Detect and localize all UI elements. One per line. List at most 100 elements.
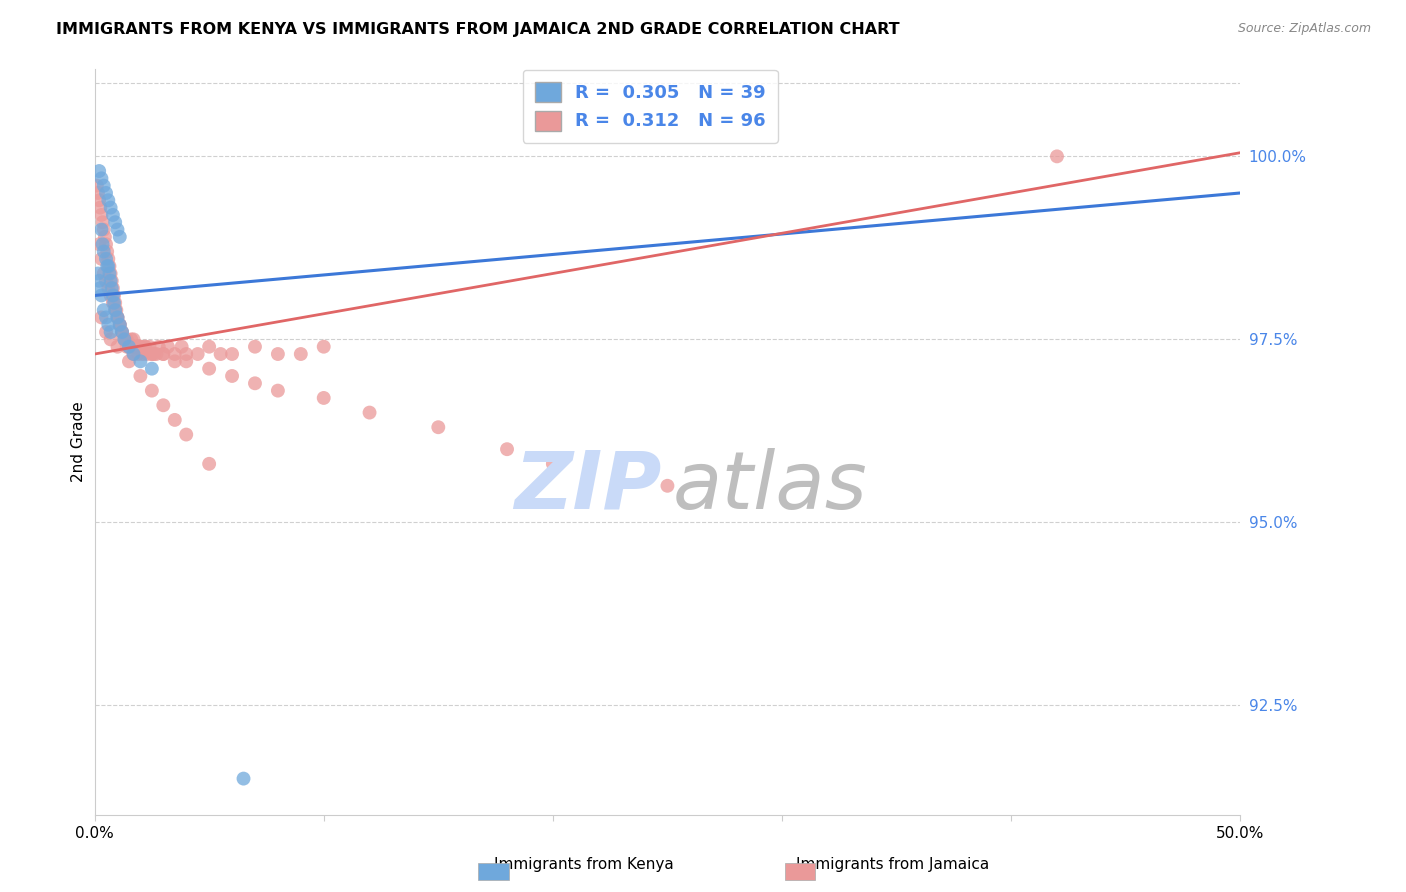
Point [108,318,131,332]
Point [125,340,148,354]
Text: Immigrants from Kenya: Immigrants from Kenya [494,857,673,872]
Point [103,295,125,310]
Y-axis label: 2nd Grade: 2nd Grade [72,401,86,483]
Point [89,194,111,208]
Point [100,288,122,302]
Point [129,369,152,384]
Text: Immigrants from Jamaica: Immigrants from Jamaica [796,857,990,872]
Point [97,281,120,295]
Point [141,384,163,398]
Point [104,215,127,229]
Point [243,340,266,354]
Point [111,325,134,339]
Point [115,340,138,354]
Point [100,281,122,295]
Point [89,201,111,215]
Point [105,303,128,318]
Text: atlas: atlas [673,448,868,525]
Point [141,361,163,376]
Point [267,347,290,361]
Point [163,354,186,368]
Point [93,267,115,281]
Point [111,325,134,339]
Point [86,178,108,193]
Point [103,288,125,302]
Point [174,427,197,442]
Point [290,347,312,361]
Point [131,347,153,361]
Point [108,318,131,332]
Point [107,310,129,325]
Point [104,303,127,318]
Point [97,252,120,266]
Point [198,457,221,471]
Point [134,340,156,354]
Point [198,340,221,354]
Point [96,244,118,259]
Text: ZIP: ZIP [515,448,662,525]
Point [89,281,111,295]
Point [141,347,163,361]
Point [90,252,112,266]
Point [122,347,145,361]
Point [111,325,134,339]
Point [112,332,135,346]
Point [221,347,243,361]
Point [541,457,564,471]
Point [107,340,129,354]
Point [93,244,115,259]
Point [134,340,156,354]
Point [112,332,135,346]
Point [101,288,124,302]
Point [93,222,115,236]
Point [89,164,111,178]
Point [118,340,141,354]
Point [107,310,129,325]
Point [145,347,167,361]
Point [156,340,179,354]
Point [101,208,124,222]
Point [94,186,117,200]
Point [118,340,141,354]
Point [94,252,117,266]
Point [152,347,174,361]
Point [115,332,138,346]
Point [104,295,127,310]
Point [496,442,519,457]
Point [127,340,149,354]
Point [170,340,193,354]
Point [122,347,145,361]
Point [89,237,111,252]
Point [98,259,121,273]
Point [104,303,127,318]
Point [94,310,117,325]
Point [100,267,122,281]
Point [129,340,152,354]
Point [221,369,243,384]
Point [90,208,112,222]
Point [93,303,115,318]
Point [209,347,232,361]
Point [152,398,174,412]
Point [97,259,120,273]
Point [163,413,186,427]
Point [122,332,145,346]
Point [96,259,118,273]
Text: Source: ZipAtlas.com: Source: ZipAtlas.com [1237,22,1371,36]
Point [101,281,124,295]
Point [118,354,141,368]
Point [107,310,129,325]
Point [174,354,197,368]
Point [143,347,166,361]
Point [120,340,142,354]
Point [107,222,129,236]
Legend: R =  0.305   N = 39, R =  0.312   N = 96: R = 0.305 N = 39, R = 0.312 N = 96 [523,70,778,143]
Point [267,384,290,398]
Point [94,274,117,288]
Point [118,340,141,354]
Point [129,340,152,354]
Point [97,318,120,332]
Point [97,194,120,208]
Point [359,406,381,420]
Point [163,347,186,361]
